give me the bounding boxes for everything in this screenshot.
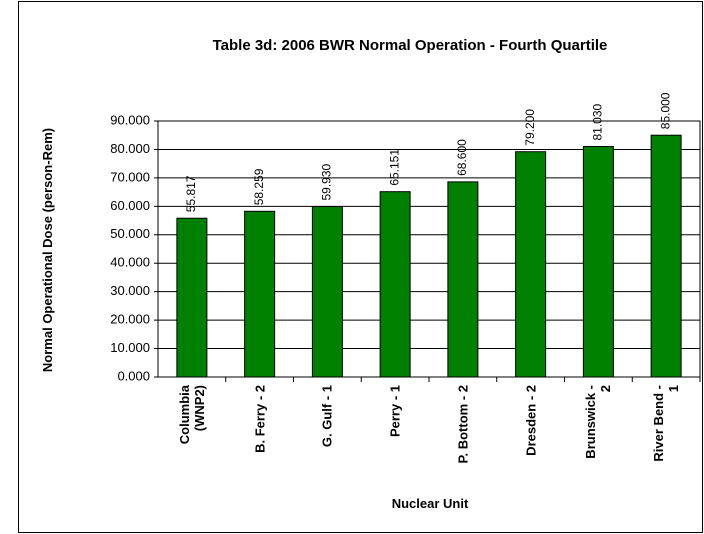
x-tick-label: Dresden - 2 [523,385,539,456]
bar [244,210,276,378]
value-label: 85.000 [658,92,672,129]
y-tick-label: 0.000 [117,368,150,383]
x-tick-label: G. Gulf - 1 [319,385,335,448]
plot-area [157,120,701,378]
bar [582,146,614,378]
bar [311,206,343,378]
x-tick-label: Brunswick - 2 [583,385,614,459]
x-tick-label: B. Ferry - 2 [252,385,268,453]
bar [379,191,411,378]
y-tick-label: 10.000 [110,340,150,355]
y-axis-label: Normal Operational Dose (person-Rem) [40,127,55,373]
value-label: 59.930 [320,164,334,201]
y-tick-label: 70.000 [110,169,150,184]
y-tick-label: 60.000 [110,198,150,213]
bar [515,151,547,378]
x-tick-label: River Bend - 1 [651,385,682,462]
x-axis-label: Nuclear Unit [391,496,469,511]
y-tick-label: 80.000 [110,141,150,156]
bar [447,181,479,378]
chart-frame [18,1,703,533]
chart-title: Table 3d: 2006 BWR Normal Operation - Fo… [212,37,608,54]
y-tick-label: 30.000 [110,283,150,298]
value-label: 65.151 [387,149,401,186]
value-label: 55.817 [184,175,198,212]
x-tick-label: Columbia (WNP2) [176,385,207,445]
y-tick-label: 40.000 [110,255,150,270]
x-tick-label: Perry - 1 [387,385,403,438]
bar [176,217,208,378]
value-label: 79.200 [523,109,537,146]
value-label: 81.030 [591,103,605,140]
y-tick-label: 90.000 [110,112,150,127]
x-tick-label: P. Bottom - 2 [455,385,471,464]
value-label: 68.600 [455,139,469,176]
y-tick-label: 20.000 [110,312,150,327]
value-label: 58.259 [252,168,266,205]
y-tick-label: 50.000 [110,226,150,241]
bar [650,134,682,378]
